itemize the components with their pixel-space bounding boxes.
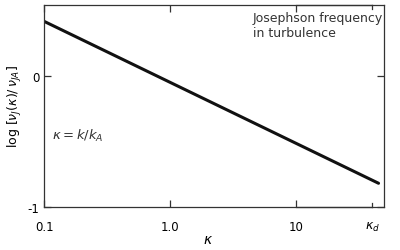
Text: $\kappa_d$: $\kappa_d$	[365, 220, 380, 233]
Text: 10: 10	[289, 220, 304, 233]
Text: Josephson frequency
in turbulence: Josephson frequency in turbulence	[253, 12, 383, 40]
Text: $\kappa$: $\kappa$	[203, 232, 213, 245]
Text: 0.1: 0.1	[35, 220, 54, 233]
Text: 1.0: 1.0	[161, 220, 180, 233]
Y-axis label: log $[\nu_J(\kappa)/\,\nu_{JA}]$: log $[\nu_J(\kappa)/\,\nu_{JA}]$	[6, 65, 24, 148]
Text: $\kappa = k/k_A$: $\kappa = k/k_A$	[52, 128, 104, 144]
